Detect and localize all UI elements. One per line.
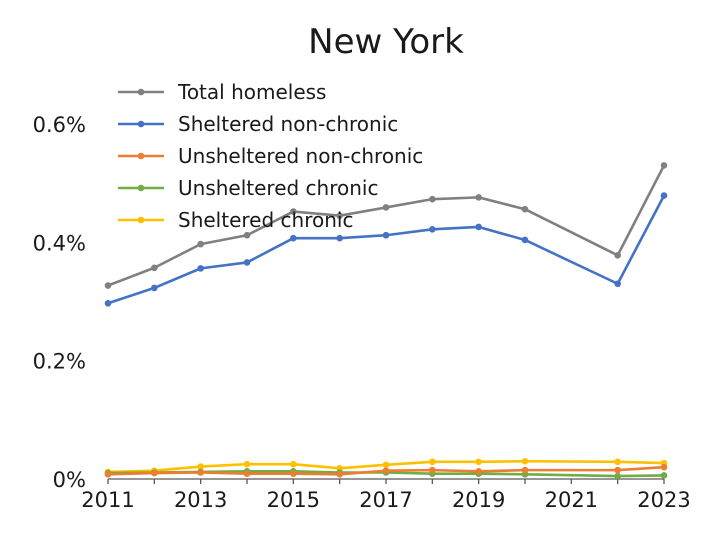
series-unsheltered-non-chronic (104, 463, 668, 478)
legend-item-sheltered-non-chronic: Sheltered non-chronic (118, 112, 398, 136)
data-point (197, 469, 204, 476)
data-point (382, 204, 390, 211)
data-point (104, 282, 112, 289)
legend-label: Unsheltered chronic (178, 176, 378, 200)
data-point (243, 231, 251, 239)
chart-title: New York (308, 22, 464, 62)
data-point (243, 470, 251, 477)
y-tick-label: 0.6% (33, 113, 86, 137)
legend-label: Total homeless (177, 80, 326, 104)
legend-swatch-marker (137, 152, 145, 160)
legend-item-unsheltered-chronic: Unsheltered chronic (118, 176, 378, 200)
x-axis-tick-marks (107, 479, 665, 484)
legend-item-total-homeless: Total homeless (118, 80, 326, 104)
series-sheltered-non-chronic (104, 192, 668, 307)
data-point (290, 470, 297, 477)
series-total-homeless (104, 162, 668, 289)
x-axis-tick-labels: 2011 2013 2015 2017 2019 2021 2023 (81, 488, 690, 512)
data-point (382, 461, 390, 469)
data-point (614, 252, 621, 259)
legend-swatch-marker (137, 184, 145, 192)
x-tick-label: 2021 (545, 488, 598, 512)
data-point (197, 463, 204, 470)
data-point (475, 468, 482, 475)
data-point (614, 458, 621, 466)
data-point (290, 208, 297, 215)
x-tick-label: 2013 (174, 488, 227, 512)
x-tick-label: 2017 (359, 488, 412, 512)
series-layer (104, 162, 668, 480)
data-point (429, 466, 436, 474)
data-point (104, 470, 112, 478)
y-tick-label: 0.4% (33, 231, 86, 255)
data-point (104, 299, 112, 307)
y-axis-tick-labels: 0% 0.2% 0.4% 0.6% (33, 113, 86, 492)
data-point (521, 457, 529, 465)
data-point (475, 458, 482, 466)
x-tick-label: 2023 (637, 488, 690, 512)
data-point (336, 470, 343, 478)
data-point (521, 236, 529, 244)
data-point (151, 284, 158, 292)
x-tick-label: 2011 (81, 488, 134, 512)
series-line-sheltered-chronic (106, 459, 666, 474)
series-line-sheltered-non-chronic (106, 194, 666, 305)
data-point (290, 234, 297, 242)
x-tick-label: 2015 (267, 488, 320, 512)
legend-item-sheltered-chronic: Sheltered chronic (118, 208, 353, 232)
legend: Total homeless Sheltered non-chronic Unshe… (118, 80, 423, 232)
data-point (243, 460, 251, 468)
data-point (151, 264, 158, 272)
data-point (660, 192, 668, 199)
legend-swatch-marker (137, 88, 145, 96)
data-point (660, 162, 668, 169)
data-point (382, 231, 390, 239)
data-point (475, 194, 482, 201)
data-point (336, 212, 343, 220)
y-tick-label: 0.2% (33, 350, 86, 374)
data-point (429, 195, 436, 203)
data-point (660, 472, 668, 479)
data-point (429, 226, 436, 233)
data-point (197, 240, 204, 248)
data-point (290, 460, 297, 468)
data-point (521, 466, 529, 474)
x-tick-label: 2019 (452, 488, 505, 512)
data-point (660, 463, 668, 471)
data-point (521, 205, 529, 213)
data-point (614, 280, 621, 288)
legend-item-unsheltered-non-chronic: Unsheltered non-chronic (118, 144, 423, 168)
data-point (197, 265, 204, 272)
legend-swatch-marker (137, 216, 145, 224)
data-point (336, 234, 343, 242)
data-point (614, 466, 621, 474)
data-point (243, 259, 251, 266)
data-point (151, 469, 158, 477)
y-tick-label: 0% (53, 468, 86, 492)
legend-label: Unsheltered non-chronic (178, 144, 423, 168)
data-point (614, 472, 621, 480)
series-line-total-homeless (106, 164, 666, 287)
data-point (429, 458, 436, 466)
legend-label: Sheltered non-chronic (178, 112, 398, 136)
data-point (475, 223, 482, 231)
series-line-unsheltered-non-chronic (106, 465, 666, 476)
data-point (382, 467, 390, 475)
legend-label: Sheltered chronic (178, 208, 353, 232)
legend-swatch-marker (137, 120, 145, 128)
